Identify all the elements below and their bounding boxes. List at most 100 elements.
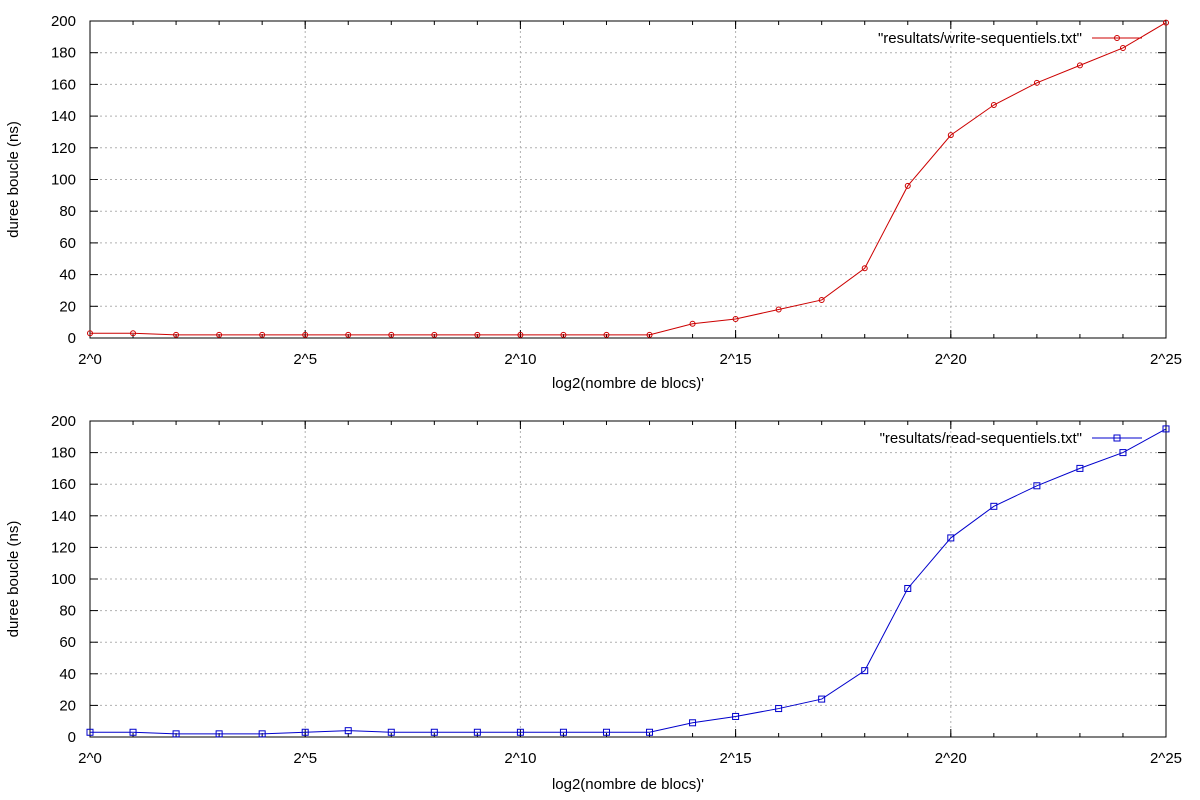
y-tick-label: 40 (59, 666, 76, 683)
data-point (646, 331, 653, 338)
plot-frame (89, 420, 1167, 738)
data-point (1163, 19, 1169, 26)
data-point (732, 712, 740, 720)
data-point (775, 306, 782, 313)
data-point (87, 330, 93, 337)
y-tick-label: 160 (51, 76, 76, 93)
data-point (861, 265, 868, 272)
data-point (818, 296, 825, 303)
legend-label: "resultats/read-sequentiels.txt" (880, 430, 1082, 447)
data-point (560, 331, 567, 338)
data-point (388, 331, 395, 338)
y-tick-label: 80 (59, 603, 76, 620)
data-point (473, 728, 481, 736)
y-tick-label: 100 (51, 172, 76, 189)
series-line (90, 428, 1167, 735)
legend-marker (1113, 434, 1121, 442)
legend-label: "resultats/write-sequentiels.txt" (878, 30, 1082, 47)
data-point (990, 102, 997, 109)
y-tick-label: 20 (59, 697, 76, 714)
data-point (430, 728, 438, 736)
data-point (1162, 425, 1170, 433)
x-tick-label: 2^0 (78, 351, 102, 368)
x-axis-label: log2(nombre de blocs)' (552, 375, 704, 392)
y-tick-label: 60 (59, 634, 76, 651)
y-tick-label: 160 (51, 476, 76, 493)
x-tick-label: 2^10 (504, 750, 536, 767)
data-point (215, 730, 223, 738)
data-point (1033, 79, 1040, 86)
data-point (302, 331, 309, 338)
data-point (646, 728, 654, 736)
data-point (904, 182, 911, 189)
y-tick-label: 180 (51, 445, 76, 462)
data-point (1119, 44, 1126, 51)
data-point (1076, 62, 1083, 69)
y-tick-label: 80 (59, 203, 76, 220)
data-point (345, 331, 352, 338)
data-point (216, 331, 223, 338)
y-tick-label: 200 (51, 13, 76, 30)
x-tick-label: 2^15 (720, 750, 752, 767)
data-point (818, 695, 826, 703)
data-point (86, 728, 94, 736)
legend-marker (1114, 35, 1120, 41)
data-point (775, 705, 783, 713)
x-tick-label: 2^20 (935, 351, 967, 368)
y-tick-label: 60 (59, 235, 76, 252)
y-tick-label: 100 (51, 571, 76, 588)
data-point (387, 728, 395, 736)
x-axis-label: log2(nombre de blocs)' (552, 776, 704, 793)
data-point (904, 584, 912, 592)
y-tick-label: 120 (51, 539, 76, 556)
data-point (861, 667, 869, 675)
data-point (559, 728, 567, 736)
chart-panel-1: 0 20 40 60 80 100 120 140 160 180 200 2^0 2^5 2^10 2^1… (5, 13, 1182, 392)
y-tick-label: 140 (51, 508, 76, 525)
data-point (301, 728, 309, 736)
x-tick-label: 2^20 (935, 750, 967, 767)
x-tick-label: 2^25 (1150, 750, 1182, 767)
y-tick-label: 180 (51, 45, 76, 62)
data-point (947, 534, 955, 542)
x-tick-label: 2^5 (293, 351, 317, 368)
x-tick-label: 2^0 (78, 750, 102, 767)
series-line (90, 22, 1167, 336)
x-tick-label: 2^5 (293, 750, 317, 767)
data-point (129, 728, 137, 736)
chart-panel-2: 0 20 40 60 80 100 120 140 160 180 200 2^0 2^5 2^10 2^1… (5, 413, 1182, 793)
data-point (947, 132, 954, 139)
data-point (474, 331, 481, 338)
y-axis-label: duree boucle (ns) (5, 521, 22, 638)
data-point (344, 727, 352, 735)
y-axis-label: duree boucle (ns) (5, 121, 22, 238)
data-point (517, 331, 524, 338)
y-tick-label: 140 (51, 108, 76, 125)
data-point (1119, 449, 1127, 457)
x-tick-label: 2^10 (504, 351, 536, 368)
x-tick-label: 2^25 (1150, 351, 1182, 368)
data-point (990, 502, 998, 510)
data-point (689, 320, 696, 327)
data-point (732, 315, 739, 322)
y-tick-label: 120 (51, 140, 76, 157)
data-point (1076, 464, 1084, 472)
y-tick-label: 0 (68, 330, 76, 347)
data-point (516, 728, 524, 736)
data-point (689, 719, 697, 727)
data-point (603, 331, 610, 338)
data-point (602, 728, 610, 736)
data-point (258, 730, 266, 738)
y-tick-label: 40 (59, 267, 76, 284)
y-tick-label: 200 (51, 413, 76, 430)
data-point (172, 730, 180, 738)
data-point (1033, 482, 1041, 490)
data-point (130, 330, 137, 337)
y-tick-label: 20 (59, 298, 76, 315)
data-point (259, 331, 266, 338)
data-point (431, 331, 438, 338)
y-tick-label: 0 (68, 729, 76, 746)
x-tick-label: 2^15 (720, 351, 752, 368)
data-point (173, 331, 180, 338)
